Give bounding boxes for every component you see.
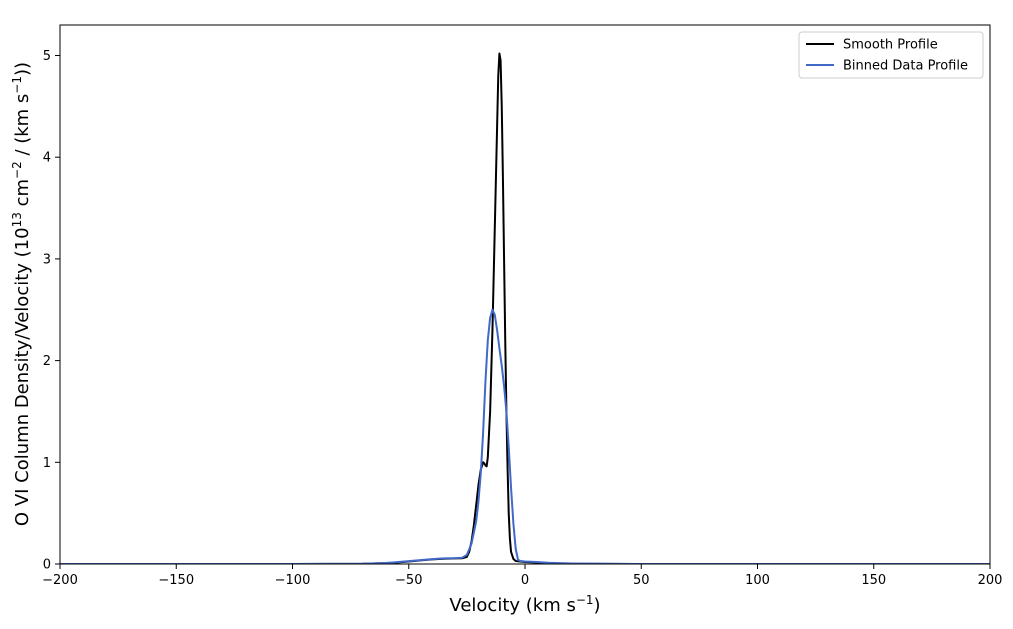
x-axis-ticks: −200 −150 −100 −50 0 50 100 150 200	[42, 564, 1002, 588]
series-line-binned-data-profile	[60, 308, 990, 564]
x-tick-label: 0	[521, 573, 529, 588]
x-tick-label: −50	[395, 573, 422, 588]
legend-label-smooth-profile: Smooth Profile	[843, 38, 938, 53]
legend: Smooth Profile Binned Data Profile	[798, 31, 984, 79]
y-tick-label: 0	[43, 558, 51, 573]
x-tick-label: 100	[745, 573, 770, 588]
y-tick-label: 1	[43, 456, 51, 471]
y-tick-label: 2	[43, 354, 51, 369]
y-tick-label: 5	[43, 49, 51, 64]
y-tick-label: 4	[43, 151, 51, 166]
x-tick-label: −100	[275, 573, 311, 588]
x-tick-label: 50	[633, 573, 650, 588]
legend-label-binned-data-profile: Binned Data Profile	[843, 59, 968, 74]
legend-box	[798, 31, 984, 79]
y-axis-ticks: 0 1 2 3 4 5	[43, 49, 60, 573]
y-axis-label: O VI Column Density/Velocity (1013 cm−2 …	[10, 62, 33, 526]
y-tick-label: 3	[43, 252, 51, 267]
x-tick-label: −150	[158, 573, 194, 588]
x-tick-label: 200	[978, 573, 1003, 588]
x-tick-label: −200	[42, 573, 78, 588]
x-axis-label: Velocity (km s−1)	[449, 593, 600, 616]
x-tick-label: 150	[861, 573, 886, 588]
